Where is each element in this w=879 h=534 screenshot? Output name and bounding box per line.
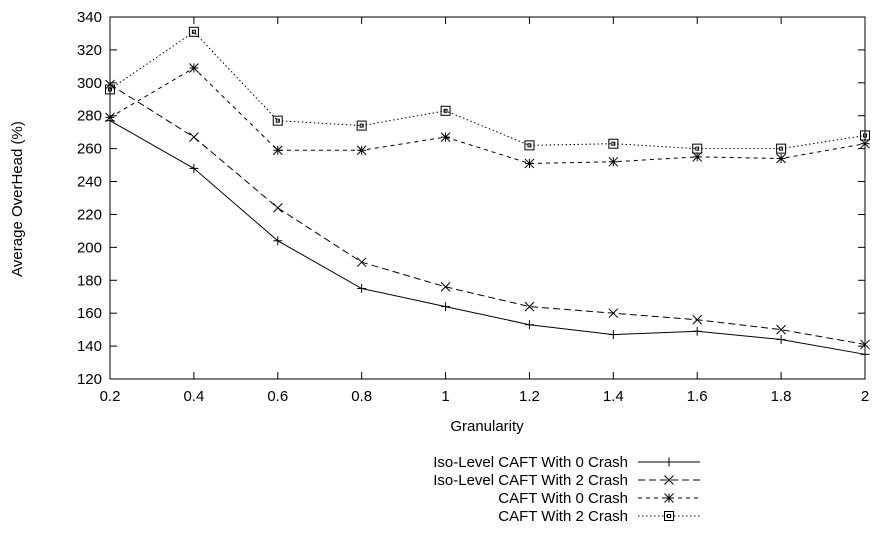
y-tick-label: 260: [77, 141, 102, 158]
data-point-square: [664, 511, 674, 521]
data-point-star: [356, 145, 367, 156]
series-4: [105, 26, 870, 154]
data-point-star: [440, 132, 451, 142]
data-point-square: [524, 140, 535, 151]
y-tick-label: 280: [77, 108, 102, 125]
legend-item: Iso-Level CAFT With 2 Crash: [433, 472, 700, 489]
plot-frame: [109, 16, 866, 380]
x-axis-label: Granularity: [450, 418, 524, 435]
series-line: [109, 120, 866, 355]
series-1: [105, 116, 870, 359]
data-point-plus: [692, 326, 702, 336]
x-tick-label: 0.2: [100, 388, 121, 405]
data-point-star: [608, 156, 619, 167]
y-tick-label: 340: [77, 9, 102, 26]
data-point-cross: [189, 132, 199, 142]
y-tick-label: 300: [77, 75, 102, 92]
y-tick-label: 140: [77, 338, 102, 355]
x-tick-label: 1.6: [687, 388, 708, 405]
y-tick-label: 220: [77, 206, 102, 223]
data-point-plus: [664, 457, 674, 467]
data-point-cross: [608, 308, 619, 319]
y-tick-label: 120: [77, 371, 102, 388]
series-line: [109, 31, 866, 150]
y-tick-label: 200: [77, 239, 102, 256]
data-point-plus: [776, 335, 786, 345]
data-point-plus: [524, 320, 534, 330]
data-point-square: [356, 120, 367, 131]
x-tick-label: 1.8: [771, 388, 792, 405]
y-tick-label: 320: [77, 42, 102, 59]
legend-item: CAFT With 0 Crash: [498, 490, 700, 507]
data-point-square: [776, 143, 787, 154]
y-tick-label: 240: [77, 174, 102, 191]
legend-label: CAFT With 0 Crash: [498, 490, 628, 507]
legend-label: Iso-Level CAFT With 0 Crash: [433, 454, 628, 471]
x-tick-label: 1.2: [519, 388, 540, 405]
x-tick-label: 1: [441, 388, 449, 405]
axis-ticks: 0.2 0.4 0.6 0.8 1 1.2 1.4 1.6 1.8 2 120 140 160 180 20…: [77, 9, 869, 405]
data-point-star: [105, 112, 115, 123]
data-point-square: [188, 26, 199, 37]
data-point-cross: [272, 203, 283, 213]
data-point-star: [664, 493, 674, 503]
data-point-square: [105, 84, 115, 95]
data-point-star: [189, 63, 199, 73]
legend-label: Iso-Level CAFT With 2 Crash: [433, 472, 628, 489]
legend-item: CAFT With 2 Crash: [498, 508, 700, 525]
legend-label: CAFT With 2 Crash: [498, 508, 628, 525]
data-point-cross: [692, 314, 703, 325]
data-point-cross: [356, 257, 367, 268]
data-point-cross: [664, 475, 674, 485]
series-line: [109, 67, 866, 164]
y-axis-label: Average OverHead (%): [9, 121, 26, 277]
data-point-square: [860, 130, 870, 141]
plot-area-border: [109, 16, 866, 380]
data-point-plus: [273, 236, 283, 246]
data-point-plus: [860, 349, 870, 359]
x-tick-label: 0.6: [267, 388, 288, 405]
data-point-square: [692, 143, 703, 154]
data-point-star: [272, 145, 283, 156]
data-point-cross: [776, 324, 786, 335]
data-point-star: [776, 153, 786, 164]
data-point-square: [272, 115, 283, 126]
data-point-square: [608, 138, 619, 149]
x-tick-label: 1.4: [603, 388, 624, 405]
x-tick-label: 0.4: [183, 388, 204, 405]
data-point-plus: [608, 330, 618, 340]
data-point-plus: [357, 284, 367, 293]
legend-item: Iso-Level CAFT With 0 Crash: [433, 454, 700, 471]
series-lines: [105, 26, 870, 359]
x-tick-label: 2: [861, 388, 869, 405]
data-point-cross: [440, 282, 451, 292]
y-tick-label: 180: [77, 272, 102, 289]
data-point-cross: [524, 301, 535, 312]
data-point-square: [440, 105, 451, 116]
y-tick-label: 160: [77, 305, 102, 322]
data-point-star: [860, 138, 870, 149]
data-point-star: [524, 158, 535, 169]
data-point-cross: [860, 339, 870, 350]
data-point-star: [692, 152, 703, 162]
x-tick-label: 0.8: [351, 388, 372, 405]
series-2: [105, 79, 870, 350]
series-line: [109, 84, 866, 345]
data-point-plus: [441, 302, 451, 312]
series-3: [105, 63, 870, 169]
data-point-plus: [189, 163, 199, 173]
